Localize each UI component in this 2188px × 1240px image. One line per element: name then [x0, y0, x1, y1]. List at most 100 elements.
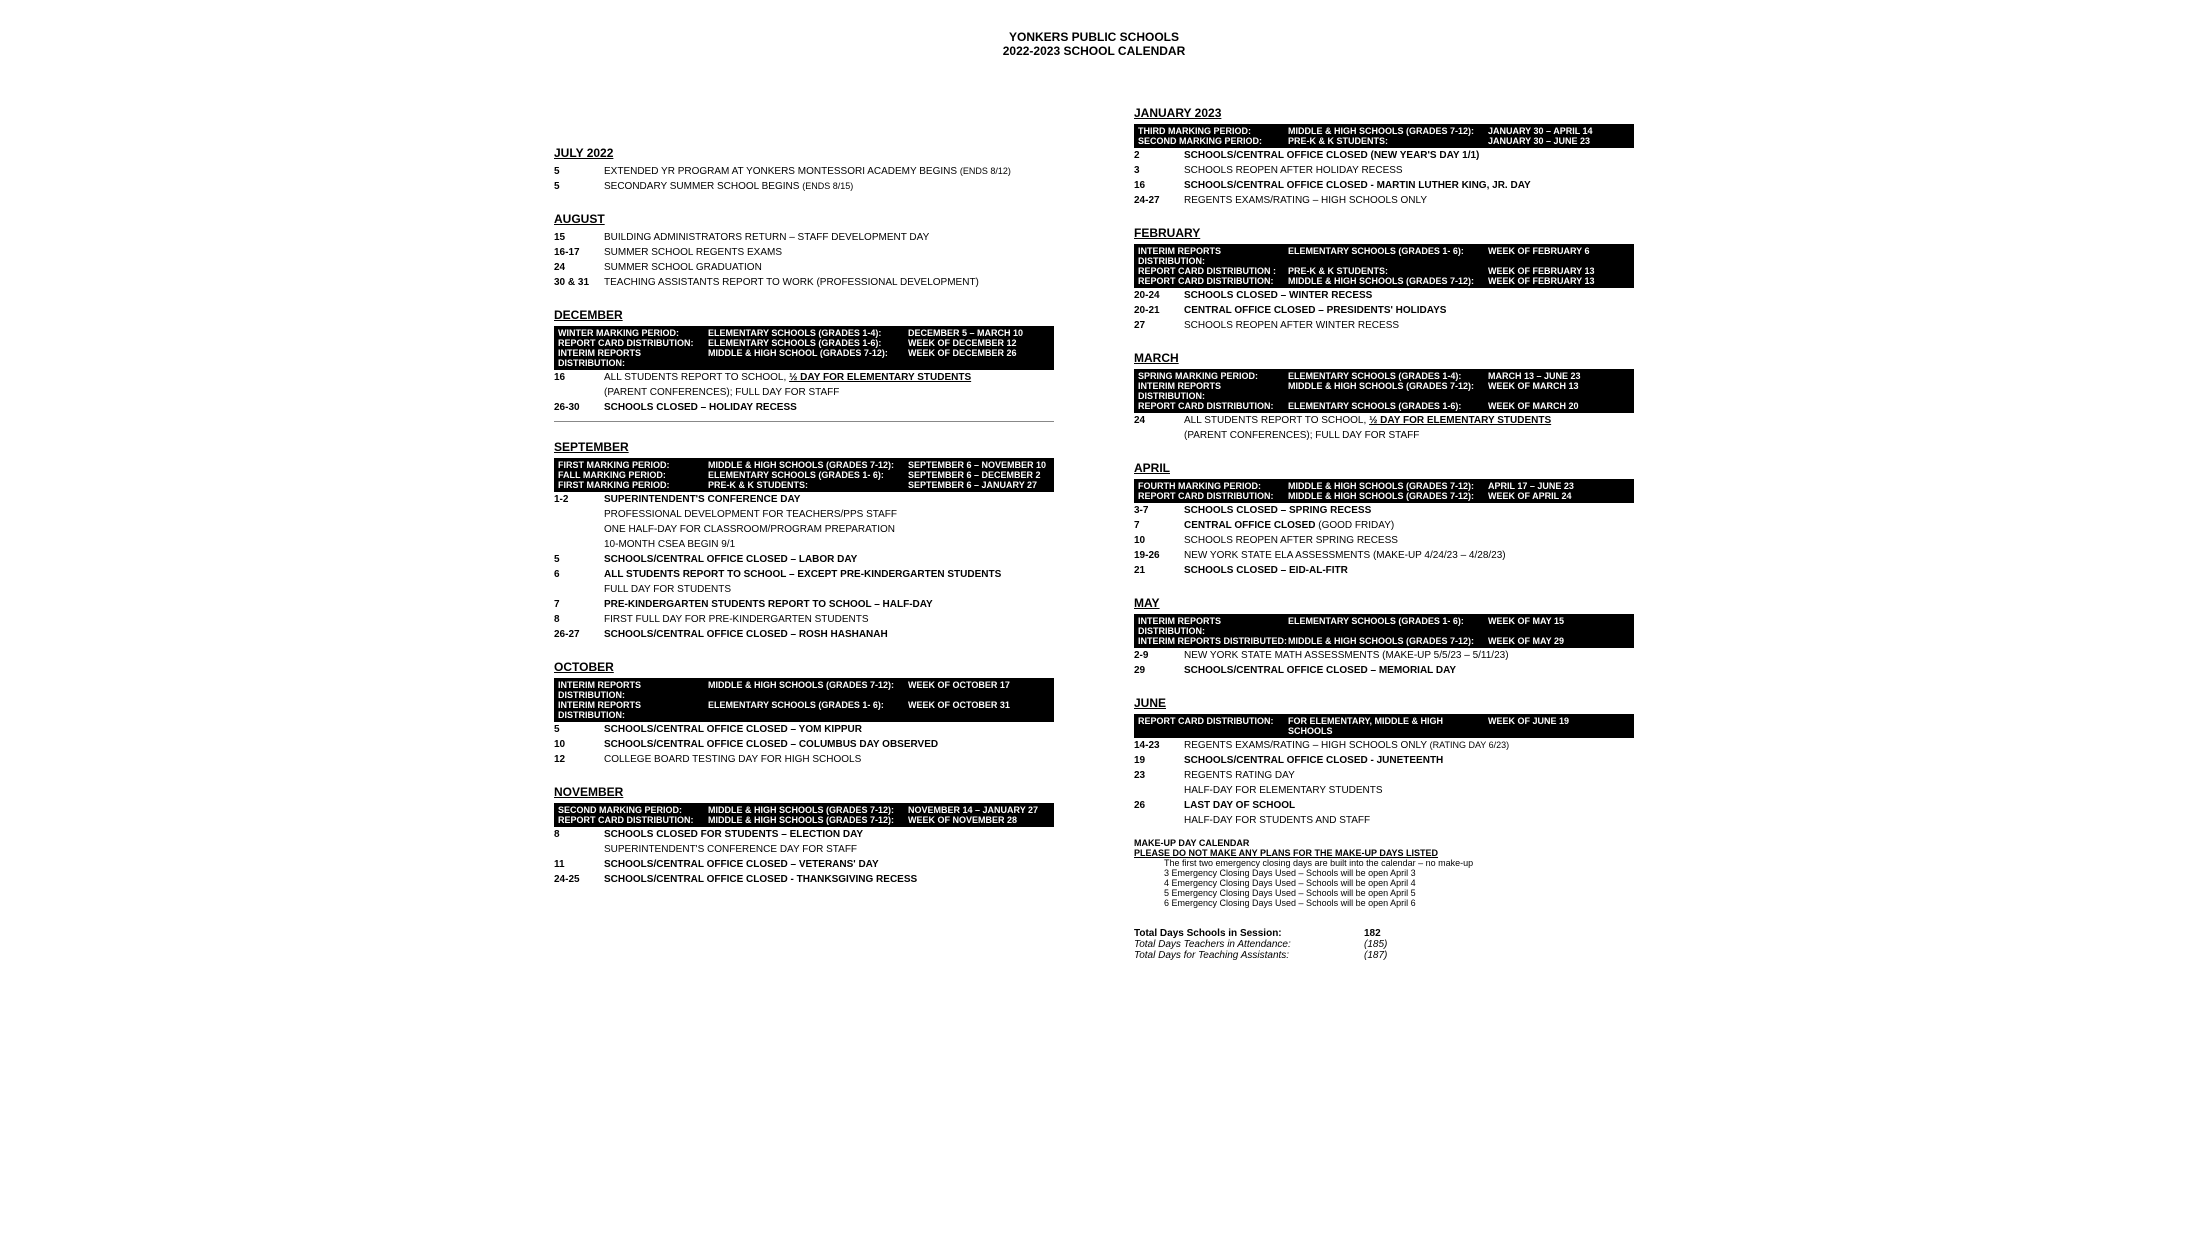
event-date: 7 — [554, 599, 604, 610]
band-cell: PRE-K & K STUDENTS: — [708, 480, 908, 490]
band-cell: PRE-K & K STUDENTS: — [1288, 136, 1488, 146]
event-desc: TEACHING ASSISTANTS REPORT TO WORK (PROF… — [604, 277, 1054, 288]
month-block: JUNEREPORT CARD DISTRIBUTION:FOR ELEMENT… — [1134, 696, 1634, 828]
month-title: MARCH — [1134, 351, 1634, 365]
event-row: 10-MONTH CSEA BEGIN 9/1 — [554, 537, 1054, 552]
month-title: NOVEMBER — [554, 785, 1054, 799]
info-band: SECOND MARKING PERIOD:MIDDLE & HIGH SCHO… — [554, 803, 1054, 827]
event-date: 5 — [554, 724, 604, 735]
event-desc: SCHOOLS/CENTRAL OFFICE CLOSED – VETERANS… — [604, 859, 1054, 870]
event-date: 7 — [1134, 520, 1184, 531]
band-cell: WEEK OF OCTOBER 17 — [908, 680, 1050, 700]
event-row: 24-27REGENTS EXAMS/RATING – HIGH SCHOOLS… — [1134, 193, 1634, 208]
event-date: 20-21 — [1134, 305, 1184, 316]
event-desc: SCHOOLS CLOSED – SPRING RECESS — [1184, 505, 1634, 516]
month-title: APRIL — [1134, 461, 1634, 475]
band-cell: WEEK OF FEBRUARY 13 — [1488, 266, 1630, 276]
event-row: 5SECONDARY SUMMER SCHOOL BEGINS (ENDS 8/… — [554, 179, 1054, 194]
event-desc: SCHOOLS/CENTRAL OFFICE CLOSED – ROSH HAS… — [604, 629, 1054, 640]
band-cell: FOR ELEMENTARY, MIDDLE & HIGH SCHOOLS — [1288, 716, 1488, 736]
makeup-line: 3 Emergency Closing Days Used – Schools … — [1164, 868, 1634, 878]
info-band: INTERIM REPORTS DISTRIBUTION:ELEMENTARY … — [1134, 614, 1634, 648]
calendar-columns: JULY 20225EXTENDED YR PROGRAM AT YONKERS… — [0, 88, 2188, 961]
event-row: 6ALL STUDENTS REPORT TO SCHOOL – EXCEPT … — [554, 567, 1054, 582]
band-row: INTERIM REPORTS DISTRIBUTION:MIDDLE & HI… — [558, 348, 1050, 368]
band-cell: ELEMENTARY SCHOOLS (GRADES 1-6): — [708, 338, 908, 348]
event-desc: SUMMER SCHOOL GRADUATION — [604, 262, 1054, 273]
event-date: 26 — [1134, 800, 1184, 811]
month-block: MAYINTERIM REPORTS DISTRIBUTION:ELEMENTA… — [1134, 596, 1634, 678]
event-desc: COLLEGE BOARD TESTING DAY FOR HIGH SCHOO… — [604, 754, 1054, 765]
event-desc: ALL STUDENTS REPORT TO SCHOOL, ½ DAY FOR… — [1184, 415, 1634, 426]
band-cell: WEEK OF NOVEMBER 28 — [908, 815, 1050, 825]
makeup-line: 6 Emergency Closing Days Used – Schools … — [1164, 898, 1634, 908]
band-cell: ELEMENTARY SCHOOLS (GRADES 1- 6): — [708, 700, 908, 720]
event-row: HALF-DAY FOR STUDENTS AND STAFF — [1134, 813, 1634, 828]
event-row: 24-25SCHOOLS/CENTRAL OFFICE CLOSED - THA… — [554, 872, 1054, 887]
band-cell: MIDDLE & HIGH SCHOOLS (GRADES 7-12): — [1288, 481, 1488, 491]
makeup-line: 4 Emergency Closing Days Used – Schools … — [1164, 878, 1634, 888]
event-date: 2 — [1134, 150, 1184, 161]
event-desc: REGENTS EXAMS/RATING – HIGH SCHOOLS ONLY… — [1184, 740, 1634, 751]
event-row: 20-24SCHOOLS CLOSED – WINTER RECESS — [1134, 288, 1634, 303]
event-desc: CENTRAL OFFICE CLOSED (GOOD FRIDAY) — [1184, 520, 1634, 531]
band-cell: SECOND MARKING PERIOD: — [1138, 136, 1288, 146]
event-row: 7CENTRAL OFFICE CLOSED (GOOD FRIDAY) — [1134, 518, 1634, 533]
band-cell: WEEK OF MAY 29 — [1488, 636, 1630, 646]
event-row: 10SCHOOLS REOPEN AFTER SPRING RECESS — [1134, 533, 1634, 548]
band-cell: INTERIM REPORTS DISTRIBUTION: — [558, 348, 708, 368]
event-desc: SCHOOLS/CENTRAL OFFICE CLOSED - JUNETEEN… — [1184, 755, 1634, 766]
month-block: JULY 20225EXTENDED YR PROGRAM AT YONKERS… — [554, 146, 1054, 194]
info-band: WINTER MARKING PERIOD:ELEMENTARY SCHOOLS… — [554, 326, 1054, 370]
event-date: 5 — [554, 554, 604, 565]
band-cell: ELEMENTARY SCHOOLS (GRADES 1-6): — [1288, 401, 1488, 411]
month-block: FEBRUARYINTERIM REPORTS DISTRIBUTION:ELE… — [1134, 226, 1634, 333]
band-cell: MIDDLE & HIGH SCHOOLS (GRADES 7-12): — [1288, 126, 1488, 136]
band-cell: WEEK OF MARCH 20 — [1488, 401, 1630, 411]
event-row: 8FIRST FULL DAY FOR PRE-KINDERGARTEN STU… — [554, 612, 1054, 627]
band-row: REPORT CARD DISTRIBUTION:MIDDLE & HIGH S… — [558, 815, 1050, 825]
event-date: 8 — [554, 829, 604, 840]
event-row: 27SCHOOLS REOPEN AFTER WINTER RECESS — [1134, 318, 1634, 333]
info-band: INTERIM REPORTS DISTRIBUTION:ELEMENTARY … — [1134, 244, 1634, 288]
event-row: 2-9NEW YORK STATE MATH ASSESSMENTS (MAKE… — [1134, 648, 1634, 663]
band-cell: WEEK OF DECEMBER 26 — [908, 348, 1050, 368]
event-desc: SCHOOLS/CENTRAL OFFICE CLOSED (NEW YEAR'… — [1184, 150, 1634, 161]
band-row: THIRD MARKING PERIOD:MIDDLE & HIGH SCHOO… — [1138, 126, 1630, 136]
event-desc: SCHOOLS CLOSED – EID-AL-FITR — [1184, 565, 1634, 576]
band-cell: ELEMENTARY SCHOOLS (GRADES 1- 6): — [1288, 246, 1488, 266]
event-desc: BUILDING ADMINISTRATORS RETURN – STAFF D… — [604, 232, 1054, 243]
event-row: 23REGENTS RATING DAY — [1134, 768, 1634, 783]
event-desc: ONE HALF-DAY FOR CLASSROOM/PROGRAM PREPA… — [604, 524, 1054, 535]
band-cell: PRE-K & K STUDENTS: — [1288, 266, 1488, 276]
event-row: 24SUMMER SCHOOL GRADUATION — [554, 260, 1054, 275]
event-row: 1-2SUPERINTENDENT'S CONFERENCE DAY — [554, 492, 1054, 507]
event-desc: SCHOOLS/CENTRAL OFFICE CLOSED - MARTIN L… — [1184, 180, 1634, 191]
event-date: 14-23 — [1134, 740, 1184, 751]
page-header: YONKERS PUBLIC SCHOOLS 2022-2023 SCHOOL … — [0, 30, 2188, 58]
band-row: WINTER MARKING PERIOD:ELEMENTARY SCHOOLS… — [558, 328, 1050, 338]
band-cell: REPORT CARD DISTRIBUTION: — [1138, 276, 1288, 286]
event-desc: SCHOOLS/CENTRAL OFFICE CLOSED – YOM KIPP… — [604, 724, 1054, 735]
band-cell: MIDDLE & HIGH SCHOOLS (GRADES 7-12): — [708, 680, 908, 700]
event-row: 5EXTENDED YR PROGRAM AT YONKERS MONTESSO… — [554, 164, 1054, 179]
event-date: 12 — [554, 754, 604, 765]
band-cell: MIDDLE & HIGH SCHOOLS (GRADES 7-12): — [1288, 491, 1488, 501]
info-band: THIRD MARKING PERIOD:MIDDLE & HIGH SCHOO… — [1134, 124, 1634, 148]
month-block: APRILFOURTH MARKING PERIOD:MIDDLE & HIGH… — [1134, 461, 1634, 578]
band-row: SPRING MARKING PERIOD:ELEMENTARY SCHOOLS… — [1138, 371, 1630, 381]
month-title: JANUARY 2023 — [1134, 106, 1634, 120]
event-date: 3-7 — [1134, 505, 1184, 516]
band-cell: INTERIM REPORTS DISTRIBUTION: — [558, 680, 708, 700]
band-cell: SEPTEMBER 6 – NOVEMBER 10 — [908, 460, 1050, 470]
makeup-title: MAKE-UP DAY CALENDAR — [1134, 838, 1634, 848]
event-row: 16SCHOOLS/CENTRAL OFFICE CLOSED - MARTIN… — [1134, 178, 1634, 193]
band-cell: JANUARY 30 – JUNE 23 — [1488, 136, 1630, 146]
event-row: 19SCHOOLS/CENTRAL OFFICE CLOSED - JUNETE… — [1134, 753, 1634, 768]
band-cell: WEEK OF FEBRUARY 6 — [1488, 246, 1630, 266]
event-row: PROFESSIONAL DEVELOPMENT FOR TEACHERS/PP… — [554, 507, 1054, 522]
band-row: REPORT CARD DISTRIBUTION:FOR ELEMENTARY,… — [1138, 716, 1630, 736]
event-date: 3 — [1134, 165, 1184, 176]
event-date: 26-27 — [554, 629, 604, 640]
band-row: SECOND MARKING PERIOD:MIDDLE & HIGH SCHO… — [558, 805, 1050, 815]
